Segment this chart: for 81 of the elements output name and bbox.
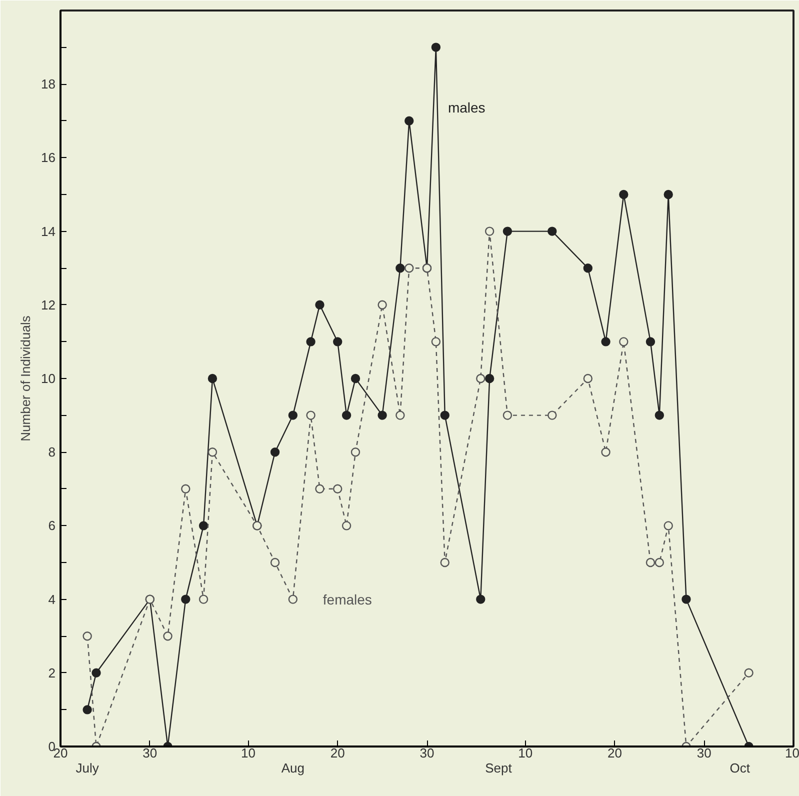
point <box>619 190 628 200</box>
point <box>198 594 208 604</box>
point <box>306 410 316 420</box>
y-tick-label: 4 <box>48 592 56 607</box>
y-tick-label: 0 <box>48 739 56 754</box>
point <box>82 705 92 714</box>
y-tick-label: 12 <box>41 297 56 312</box>
y-tick-label: 8 <box>48 444 56 460</box>
point <box>208 448 218 457</box>
point <box>646 337 656 346</box>
point <box>288 410 298 420</box>
point <box>664 521 673 530</box>
point <box>82 632 92 641</box>
point <box>350 448 360 457</box>
x-tick-label: 10 <box>785 746 799 760</box>
y-tick-label: 10 <box>41 371 56 386</box>
point <box>476 594 486 604</box>
x-tick-label: 30 <box>696 746 712 760</box>
point <box>440 558 450 568</box>
x-tick-label: 10 <box>518 746 533 760</box>
point <box>92 668 101 678</box>
x2-tick-label: Aug <box>281 760 304 776</box>
point <box>288 594 298 604</box>
point <box>601 337 610 346</box>
point <box>502 226 512 236</box>
point <box>181 594 190 604</box>
x-tick-label: 30 <box>142 746 158 760</box>
point <box>548 226 557 236</box>
point <box>548 410 557 420</box>
point <box>664 190 673 200</box>
point <box>404 116 414 126</box>
point <box>315 484 324 494</box>
point <box>315 300 324 310</box>
point <box>198 521 208 530</box>
y-tick-label: 6 <box>48 518 56 534</box>
point <box>484 374 494 384</box>
point <box>583 264 592 273</box>
y-tick-label: 2 <box>48 665 56 680</box>
point <box>208 374 218 384</box>
point <box>646 558 656 568</box>
y-axis-title: Number of Individuals <box>18 315 34 442</box>
x2-tick-label: July <box>76 760 100 776</box>
point <box>654 558 664 568</box>
point <box>181 484 190 494</box>
point <box>476 374 486 384</box>
point <box>484 226 494 236</box>
x-tick-label: 30 <box>420 746 434 760</box>
y-tick-label: 16 <box>41 150 56 166</box>
series-label: males <box>448 99 486 116</box>
point <box>654 410 664 420</box>
point <box>404 264 414 273</box>
point <box>306 337 316 346</box>
point <box>744 668 754 678</box>
point <box>270 448 280 457</box>
point <box>583 374 592 384</box>
point <box>431 337 441 346</box>
x2-tick-label: Oct <box>730 760 750 776</box>
point <box>619 337 628 346</box>
y-tick-label: 18 <box>41 76 56 92</box>
point <box>396 264 405 273</box>
x-tick-label: 20 <box>607 746 622 760</box>
point <box>342 410 352 420</box>
x-tick-label: 20 <box>330 746 345 760</box>
point <box>396 410 405 420</box>
point <box>163 632 172 641</box>
point <box>431 42 441 52</box>
x-tick-label: 10 <box>240 746 256 760</box>
series-label: females <box>322 591 372 608</box>
point <box>378 410 387 420</box>
point <box>682 594 691 604</box>
y-tick-label: 14 <box>41 224 56 239</box>
x2-tick-label: Sept <box>485 760 512 776</box>
point <box>502 410 512 420</box>
point <box>350 374 360 384</box>
point <box>333 484 342 494</box>
point <box>440 410 450 420</box>
point <box>333 337 342 346</box>
point <box>342 521 352 530</box>
point <box>378 300 387 310</box>
point <box>270 558 280 568</box>
point <box>601 448 610 457</box>
